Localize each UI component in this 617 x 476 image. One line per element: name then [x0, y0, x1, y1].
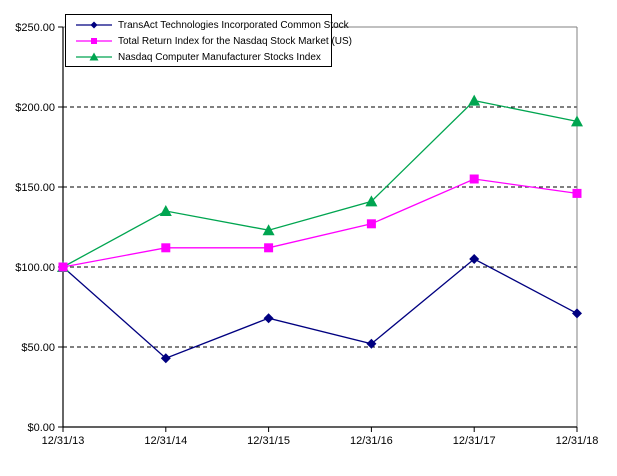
square-legend-key-icon	[76, 38, 112, 44]
x-axis-label: 12/31/14	[144, 435, 187, 447]
legend-item: Total Return Index for the Nasdaq Stock …	[76, 33, 352, 49]
diamond-marker-icon	[469, 254, 480, 264]
diamond-legend-key-icon	[76, 21, 112, 29]
square-marker-icon	[161, 243, 171, 253]
triangle-marker-icon	[262, 224, 275, 236]
square-marker-icon	[366, 219, 376, 229]
square-marker-icon	[264, 243, 274, 253]
triangle-marker-icon	[468, 94, 481, 106]
y-axis-label: $50.00	[21, 342, 55, 354]
legend-item: Nasdaq Computer Manufacturer Stocks Inde…	[76, 49, 331, 65]
square-marker-icon	[91, 38, 97, 44]
triangle-marker-icon	[365, 195, 378, 207]
y-axis-label: $150.00	[15, 182, 55, 194]
y-axis-label: $0.00	[27, 422, 55, 434]
triangle-marker-icon	[89, 52, 99, 61]
series-line	[62, 258, 578, 359]
x-axis-label: 12/31/17	[453, 435, 496, 447]
series-1	[58, 174, 582, 272]
square-marker-icon	[58, 262, 68, 272]
legend-label: TransAct Technologies Incorporated Commo…	[118, 19, 349, 31]
series-line	[62, 99, 578, 268]
chart-legend: TransAct Technologies Incorporated Commo…	[65, 14, 352, 67]
triangle-marker-icon	[571, 115, 583, 127]
triangle-legend-key-icon	[76, 52, 112, 61]
diamond-marker-icon	[572, 308, 582, 319]
triangle-marker-icon	[159, 205, 172, 216]
square-marker-icon	[572, 188, 582, 198]
y-axis-label: $250.00	[15, 22, 55, 34]
legend-item: TransAct Technologies Incorporated Commo…	[76, 17, 349, 33]
diamond-marker-icon	[366, 338, 377, 349]
legend-label: Nasdaq Computer Manufacturer Stocks Inde…	[118, 51, 321, 63]
diamond-marker-icon	[90, 21, 98, 29]
diamond-marker-icon	[263, 313, 274, 324]
legend-label: Total Return Index for the Nasdaq Stock …	[118, 35, 352, 47]
x-axis-label: 12/31/16	[350, 435, 393, 447]
series-line	[62, 178, 578, 268]
square-marker-icon	[469, 174, 479, 184]
x-axis-label: 12/31/15	[247, 435, 290, 447]
x-axis-label: 12/31/13	[42, 435, 85, 447]
y-axis-label: $200.00	[15, 102, 55, 114]
x-axis-label: 12/31/18	[556, 435, 599, 447]
series-2	[57, 94, 583, 272]
diamond-marker-icon	[160, 353, 171, 364]
y-axis-label: $100.00	[15, 262, 55, 274]
